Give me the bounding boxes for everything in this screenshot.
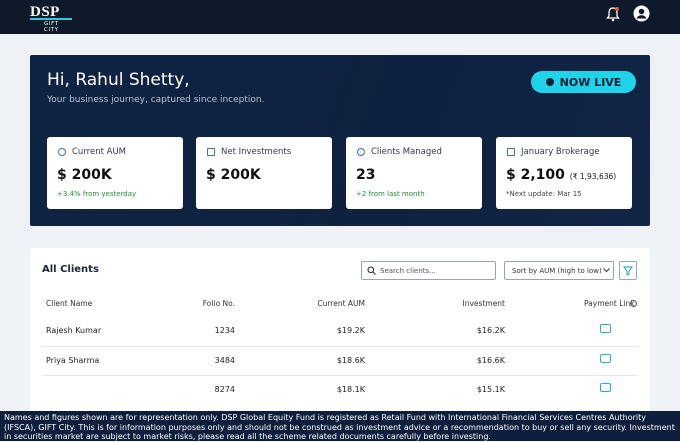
stat-note: *Next update: Mar 15 (506, 190, 582, 198)
stat-value: $ 200K (206, 167, 261, 183)
search-input[interactable]: Search clients... (361, 261, 496, 280)
stat-label: Clients Managed (371, 147, 442, 157)
column-header: Current AUM (317, 299, 365, 308)
table-cell: $15.1K (476, 385, 505, 394)
info-icon (630, 300, 637, 307)
stat-icon (507, 148, 515, 156)
payment-link[interactable] (600, 324, 611, 333)
table-cell: Rajesh Kumar (46, 326, 102, 335)
table-cell: $16.2K (476, 326, 505, 335)
stat-value-extra: (₹ 1,93,636) (569, 172, 617, 181)
stat-card: Clients Managed 23 +2 from last month (346, 137, 482, 209)
logo-sub: GIFT CITY (30, 18, 72, 33)
table-cell: 3484 (214, 356, 235, 365)
sort-label: Sort by AUM (high to low) (512, 267, 602, 275)
top-nav (0, 0, 680, 34)
filter-button[interactable] (619, 261, 637, 280)
stat-label: Current AUM (72, 147, 126, 157)
stat-label: January Brokerage (521, 147, 600, 157)
stat-note: +3.4% from yesterday (57, 190, 137, 198)
row-separator (42, 375, 638, 376)
logo[interactable]: DSP (30, 4, 60, 20)
stat-label: Net Investments (221, 147, 292, 157)
badge-text: NOW LIVE (559, 75, 622, 89)
table-cell: $19.2K (336, 326, 365, 335)
table-cell: $18.1K (336, 385, 365, 394)
table-cell: Priya Sharma (46, 356, 100, 365)
search-icon (367, 266, 376, 275)
stat-value: $ 200K (57, 167, 112, 183)
table-cell: 1234 (214, 326, 235, 335)
stat-card: Net Investments $ 200K (196, 137, 332, 209)
stat-card: January Brokerage $ 2,100 (₹ 1,93,636) *Ne… (496, 137, 632, 209)
live-dot (545, 78, 554, 86)
sort-caret (603, 268, 610, 273)
live-badge[interactable]: NOW LIVE (531, 71, 636, 93)
table-title: All Clients (42, 264, 99, 275)
stat-note: +2 from last month (356, 190, 425, 198)
stat-value: 23 (356, 167, 376, 183)
stat-card: Current AUM $ 200K +3.4% from yesterday (47, 137, 183, 209)
payment-link[interactable] (600, 383, 611, 392)
tagline: Your business journey, captured since in… (47, 95, 265, 105)
table-cell: $18.6K (336, 356, 365, 365)
sort-select[interactable]: Sort by AUM (high to low) (504, 261, 614, 280)
greeting: Hi, Rahul Shetty, (47, 70, 190, 90)
filter-icon (623, 266, 633, 276)
disclaimer: Names and figures shown are for represen… (0, 411, 680, 441)
table-cell: $16.6K (476, 356, 505, 365)
table-cell: 8274 (214, 385, 235, 394)
row-separator (42, 346, 638, 347)
stat-icon (58, 148, 66, 156)
search-placeholder: Search clients... (380, 267, 436, 275)
clients-panel (30, 248, 650, 418)
stat-icon (357, 148, 365, 156)
payment-link[interactable] (600, 354, 611, 363)
column-header: Payment Link (584, 299, 635, 308)
column-header: Investment (462, 299, 505, 308)
stat-icon (207, 148, 215, 156)
user-avatar[interactable] (633, 5, 650, 22)
column-header: Folio No. (202, 299, 235, 308)
column-header: Client Name (46, 299, 93, 308)
notification-bell[interactable] (606, 6, 620, 22)
stat-value: $ 2,100 (₹ 1,93,636) (506, 167, 617, 183)
